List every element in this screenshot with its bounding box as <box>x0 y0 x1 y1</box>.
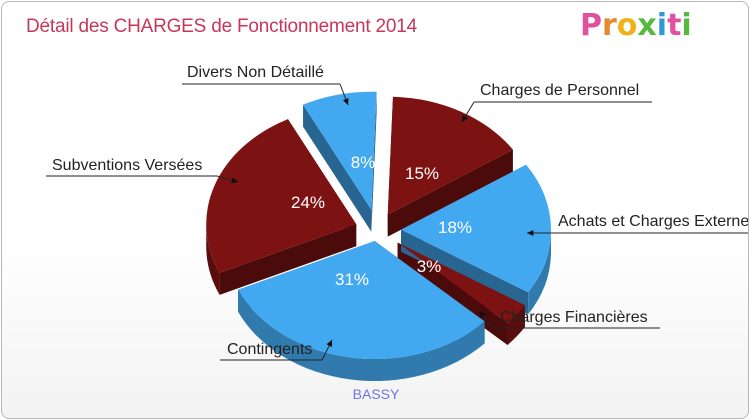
pie-slice-side <box>206 222 220 295</box>
pie-slice-wall <box>303 104 372 232</box>
pie-slice-side <box>507 305 525 345</box>
town-name: BASSY <box>352 386 400 402</box>
slice-percent-label: 18% <box>438 218 472 237</box>
slice-percent-label: 3% <box>417 257 442 276</box>
slice-percent-label: 31% <box>335 270 369 289</box>
slice-category-label: Contingents <box>227 341 312 358</box>
logo-letter-t: t <box>667 8 682 43</box>
logo-letter-i2: i <box>681 8 692 43</box>
label-arrowhead <box>326 340 332 347</box>
pie-slice-side <box>238 289 485 382</box>
logo-letter-i: i <box>656 8 668 43</box>
pie-slice[interactable] <box>206 119 357 273</box>
label-arrowhead <box>342 98 349 105</box>
pie-slice[interactable] <box>303 91 377 210</box>
label-arrowhead <box>479 311 486 318</box>
pie-slice-wall <box>219 224 357 295</box>
slice-category-label: Charges de Personnel <box>480 82 639 99</box>
logo-letter-p: P <box>580 8 602 43</box>
logo-letter-r: r <box>602 8 617 43</box>
logo-letter-o: o <box>616 8 638 43</box>
pie-slice[interactable] <box>400 164 551 293</box>
slice-category-label: Achats et Charges Externes <box>558 213 749 230</box>
label-arrowhead <box>462 115 468 122</box>
pie-slice[interactable] <box>397 242 525 323</box>
slice-percent-label: 8% <box>351 153 376 172</box>
logo-letter-x: x <box>637 8 657 43</box>
pie-slice[interactable] <box>387 96 513 215</box>
slice-category-label: Charges Financières <box>500 309 648 326</box>
pie-slice-side <box>528 230 551 315</box>
pie-slice-wall <box>387 149 513 237</box>
slice-category-label: Subventions Versées <box>52 157 202 174</box>
label-arrowhead <box>527 229 534 237</box>
slice-percent-label: 15% <box>405 164 439 183</box>
chart-title: Détail des CHARGES de Fonctionnement 201… <box>26 16 418 37</box>
label-arrowhead <box>231 177 238 184</box>
pie-slice-wall <box>371 91 377 232</box>
slice-category-label: Divers Non Détaillé <box>187 64 324 81</box>
slice-percent-label: 24% <box>291 193 325 212</box>
pie-slice[interactable] <box>238 241 485 360</box>
proxiti-logo: Proxiti <box>580 8 692 48</box>
